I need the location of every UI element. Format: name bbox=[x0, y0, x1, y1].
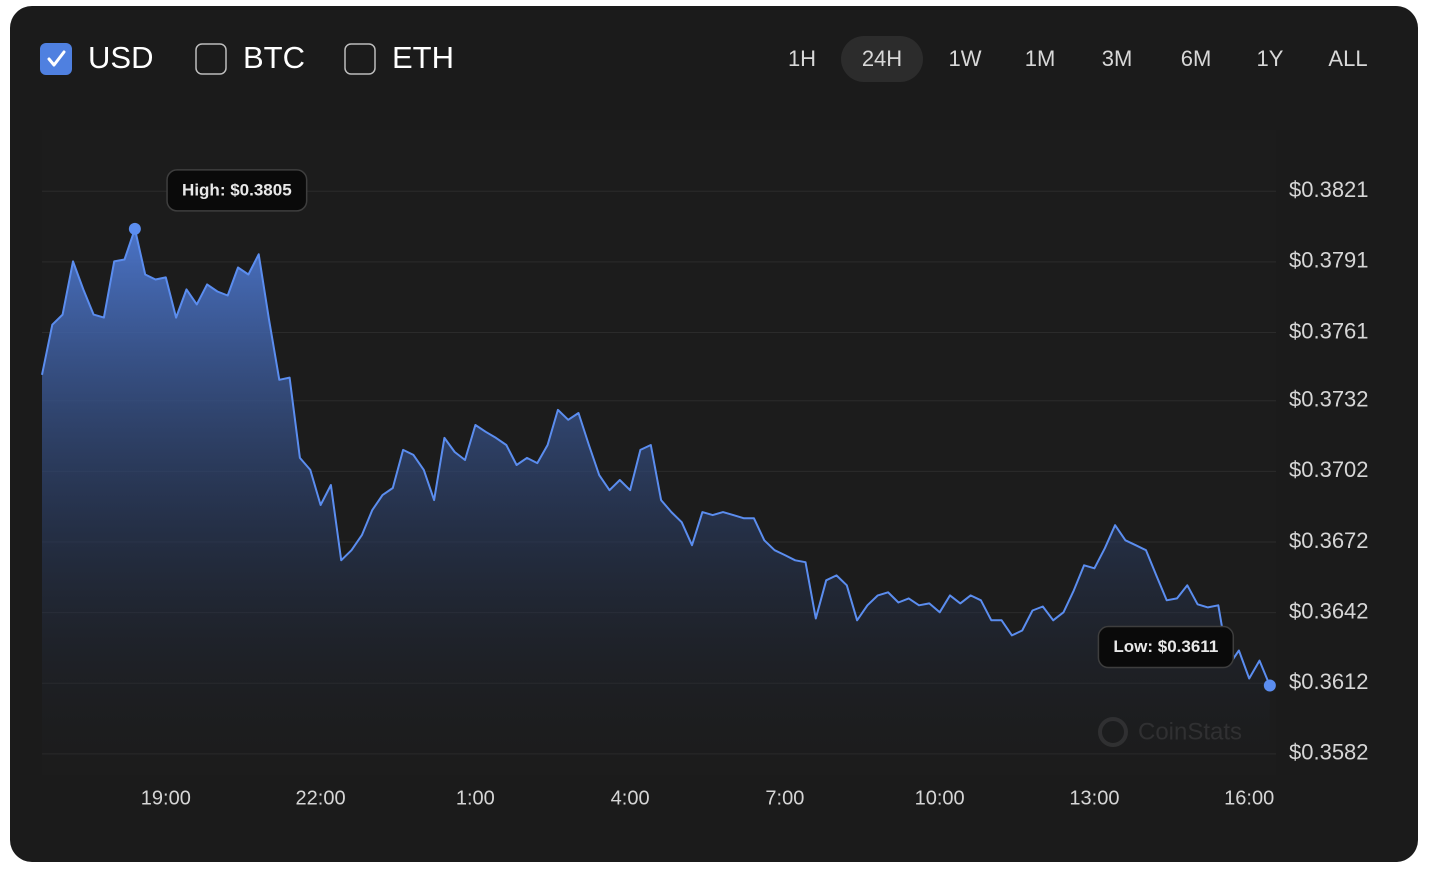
y-tick-label: $0.3791 bbox=[1289, 248, 1369, 273]
y-tick-label: $0.3821 bbox=[1289, 177, 1369, 202]
currency-label[interactable]: BTC bbox=[243, 40, 305, 75]
x-tick-label: 19:00 bbox=[141, 787, 191, 809]
y-tick-label: $0.3582 bbox=[1289, 740, 1369, 765]
annotation-label: Low: $0.3611 bbox=[1113, 637, 1218, 656]
annotation-label: High: $0.3805 bbox=[182, 180, 292, 199]
currency-label[interactable]: ETH bbox=[392, 40, 454, 75]
annotation-box bbox=[166, 169, 308, 212]
annotation-dot bbox=[1263, 679, 1276, 692]
x-tick-label: 7:00 bbox=[765, 787, 804, 809]
annotation-box bbox=[1097, 625, 1235, 669]
range-button[interactable]: 24H bbox=[862, 46, 902, 71]
price-area bbox=[42, 228, 1270, 775]
checkbox-checked[interactable] bbox=[40, 43, 72, 75]
range-button[interactable]: 1M bbox=[1025, 46, 1056, 71]
y-tick-label: $0.3732 bbox=[1289, 387, 1369, 412]
range-button[interactable]: 1H bbox=[788, 46, 816, 71]
x-tick-label: 1:00 bbox=[456, 787, 495, 809]
y-tick-label: $0.3672 bbox=[1289, 528, 1369, 553]
x-tick-label: 22:00 bbox=[296, 787, 346, 809]
y-tick-label: $0.3642 bbox=[1289, 598, 1369, 623]
currency-label[interactable]: USD bbox=[88, 40, 153, 75]
range-button[interactable]: ALL bbox=[1328, 46, 1367, 71]
range-selected-bg[interactable] bbox=[841, 36, 923, 82]
check-icon bbox=[47, 50, 66, 67]
range-button[interactable]: 6M bbox=[1181, 46, 1212, 71]
x-tick-label: 10:00 bbox=[915, 787, 965, 809]
y-tick-label: $0.3702 bbox=[1289, 457, 1369, 482]
range-button[interactable]: 3M bbox=[1102, 46, 1133, 71]
checkbox[interactable] bbox=[344, 43, 376, 75]
range-button[interactable]: 1Y bbox=[1257, 46, 1284, 71]
x-tick-label: 13:00 bbox=[1069, 787, 1119, 809]
price-line bbox=[41, 227, 1271, 686]
y-tick-label: $0.3612 bbox=[1289, 669, 1369, 694]
y-tick-label: $0.3761 bbox=[1289, 318, 1369, 343]
annotation-dot bbox=[128, 222, 141, 235]
checkbox[interactable] bbox=[195, 43, 227, 75]
range-button[interactable]: 1W bbox=[949, 46, 982, 71]
x-tick-label: 16:00 bbox=[1224, 787, 1274, 809]
x-tick-label: 4:00 bbox=[611, 787, 650, 809]
